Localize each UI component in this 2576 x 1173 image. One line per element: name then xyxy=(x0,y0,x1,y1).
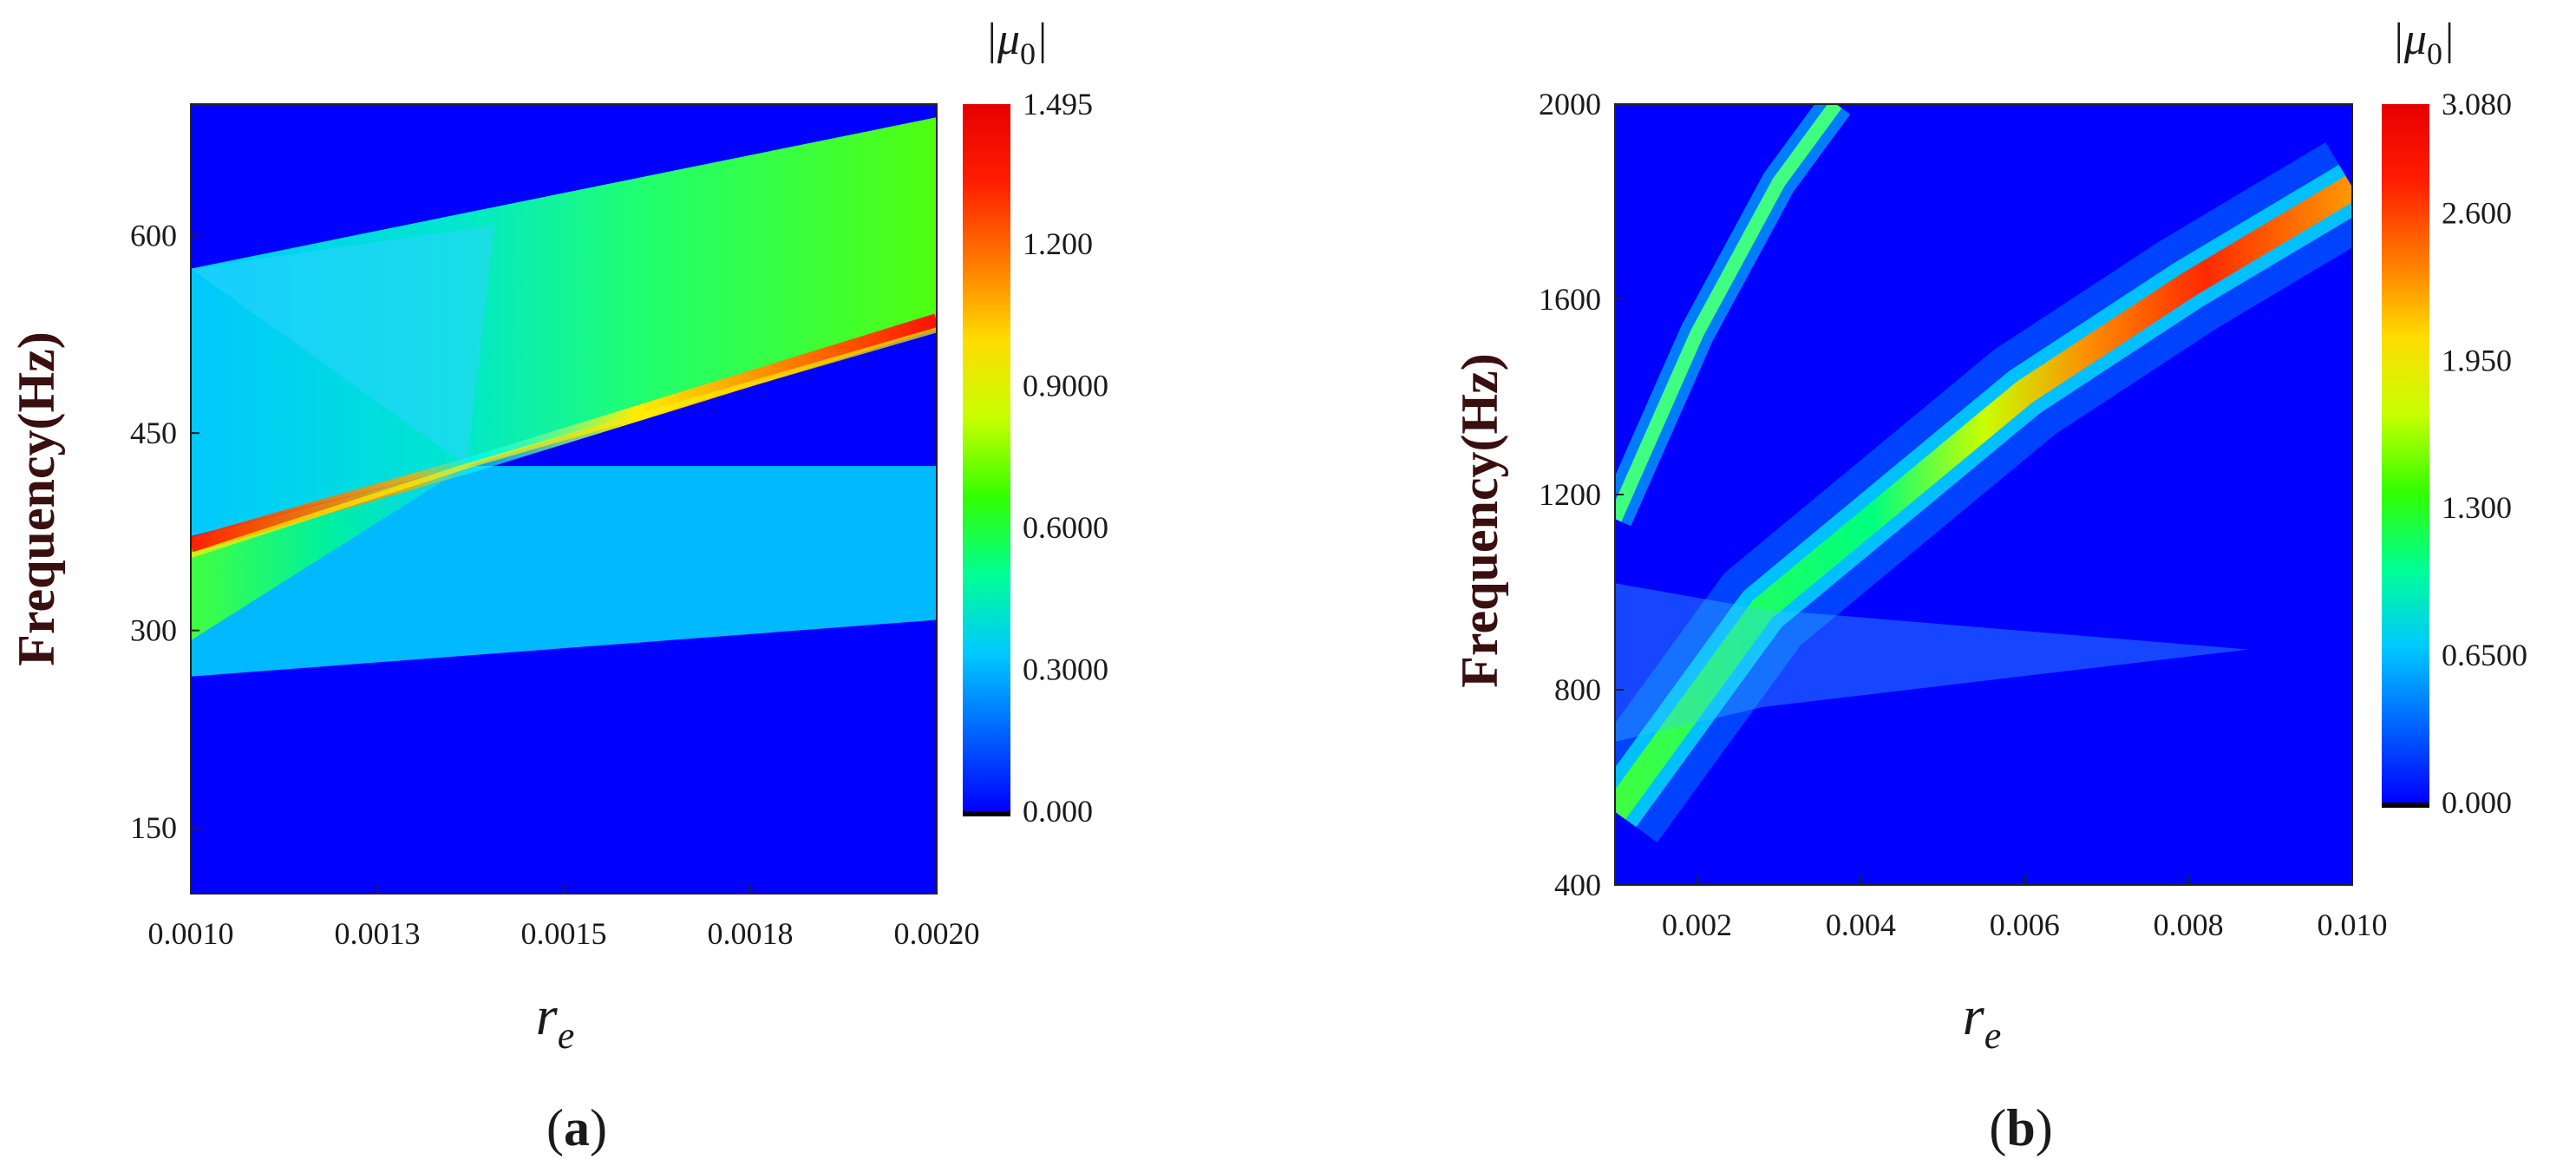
chart-a-x-ticks: 0.0010 0.0013 0.0015 0.0018 0.0020 xyxy=(148,885,980,951)
chart-a-colorbar: 0.000 0.3000 0.6000 0.9000 1.200 1.495 xyxy=(963,87,1108,829)
resonance-ridge-edge xyxy=(191,327,937,558)
colorbar-zero-swatch xyxy=(963,811,1010,816)
y-tick-label: 2000 xyxy=(1539,87,1601,121)
colorbar-tick-label: 1.950 xyxy=(2442,343,2512,377)
y-tick-label: 450 xyxy=(130,416,177,450)
lower-left-band xyxy=(191,466,467,641)
y-tick-label: 300 xyxy=(130,613,177,648)
chart-b-panel-label: (b) xyxy=(1989,1099,2052,1157)
chart-b-colorbar: 0.000 0.6500 1.300 1.950 2.600 3.080 xyxy=(2382,87,2527,820)
main-ridge xyxy=(1615,175,2352,820)
x-tick-label: 0.0018 xyxy=(708,916,794,951)
chart-a-y-axis-label: Frequency(Hz) xyxy=(8,331,65,665)
colorbar-scale xyxy=(963,104,1010,811)
chart-a-x-axis-label: re xyxy=(536,985,574,1057)
colorbar-tick-label: 2.600 xyxy=(2442,195,2512,230)
colorbar-zero-swatch xyxy=(2382,803,2429,808)
chart-a-panel-label: (a) xyxy=(546,1099,607,1157)
colorbar-scale xyxy=(2382,104,2429,803)
colorbar-tick-label: 0.000 xyxy=(2442,785,2512,820)
chart-b-plot-area xyxy=(1614,103,2353,886)
colorbar-tick-label: 0.000 xyxy=(1023,794,1093,829)
x-tick-label: 0.002 xyxy=(1662,908,1732,942)
x-tick-label: 0.0010 xyxy=(148,916,234,951)
chart-b-x-ticks: 0.002 0.004 0.006 0.008 0.010 xyxy=(1662,876,2388,942)
x-tick-label: 0.010 xyxy=(2318,908,2388,942)
colorbar-tick-label: 0.9000 xyxy=(1023,368,1108,403)
horizontal-band xyxy=(1615,583,2248,742)
chart-a-plot-area xyxy=(190,103,938,894)
y-tick-label: 1200 xyxy=(1539,477,1601,512)
x-tick-label: 0.008 xyxy=(2154,908,2224,942)
chart-a-y-ticks: 150 300 450 600 xyxy=(130,219,199,845)
x-tick-label: 0.0013 xyxy=(335,916,421,951)
x-tick-label: 0.0015 xyxy=(521,916,607,951)
colorbar-tick-label: 1.300 xyxy=(2442,490,2512,525)
colorbar-tick-label: 0.6000 xyxy=(1023,510,1108,545)
chart-b-colorbar-title: |μ0| xyxy=(2392,15,2455,71)
y-tick-label: 400 xyxy=(1554,868,1601,902)
upper-branch xyxy=(1615,104,1842,522)
x-tick-label: 0.0020 xyxy=(894,916,980,951)
colorbar-tick-label: 0.3000 xyxy=(1023,652,1108,686)
chart-b-x-axis-label: re xyxy=(1963,985,2001,1057)
upper-left-band xyxy=(191,225,494,467)
y-tick-label: 150 xyxy=(130,810,177,845)
upper-response-band xyxy=(191,117,937,537)
x-tick-label: 0.004 xyxy=(1826,908,1896,942)
colorbar-tick-label: 3.080 xyxy=(2442,87,2512,121)
y-tick-label: 800 xyxy=(1554,672,1601,707)
chart-b-y-axis-label: Frequency(Hz) xyxy=(1451,353,1508,687)
y-tick-label: 600 xyxy=(130,219,177,253)
x-tick-label: 0.006 xyxy=(1990,908,2060,942)
y-tick-label: 1600 xyxy=(1539,282,1601,317)
colorbar-tick-label: 0.6500 xyxy=(2442,638,2527,672)
colorbar-tick-label: 1.200 xyxy=(1023,226,1093,261)
colorbar-tick-label: 1.495 xyxy=(1023,87,1093,121)
chart-b-y-ticks: 400 800 1200 1600 2000 xyxy=(1539,87,1624,902)
chart-a-colorbar-title: |μ0| xyxy=(985,15,1049,71)
